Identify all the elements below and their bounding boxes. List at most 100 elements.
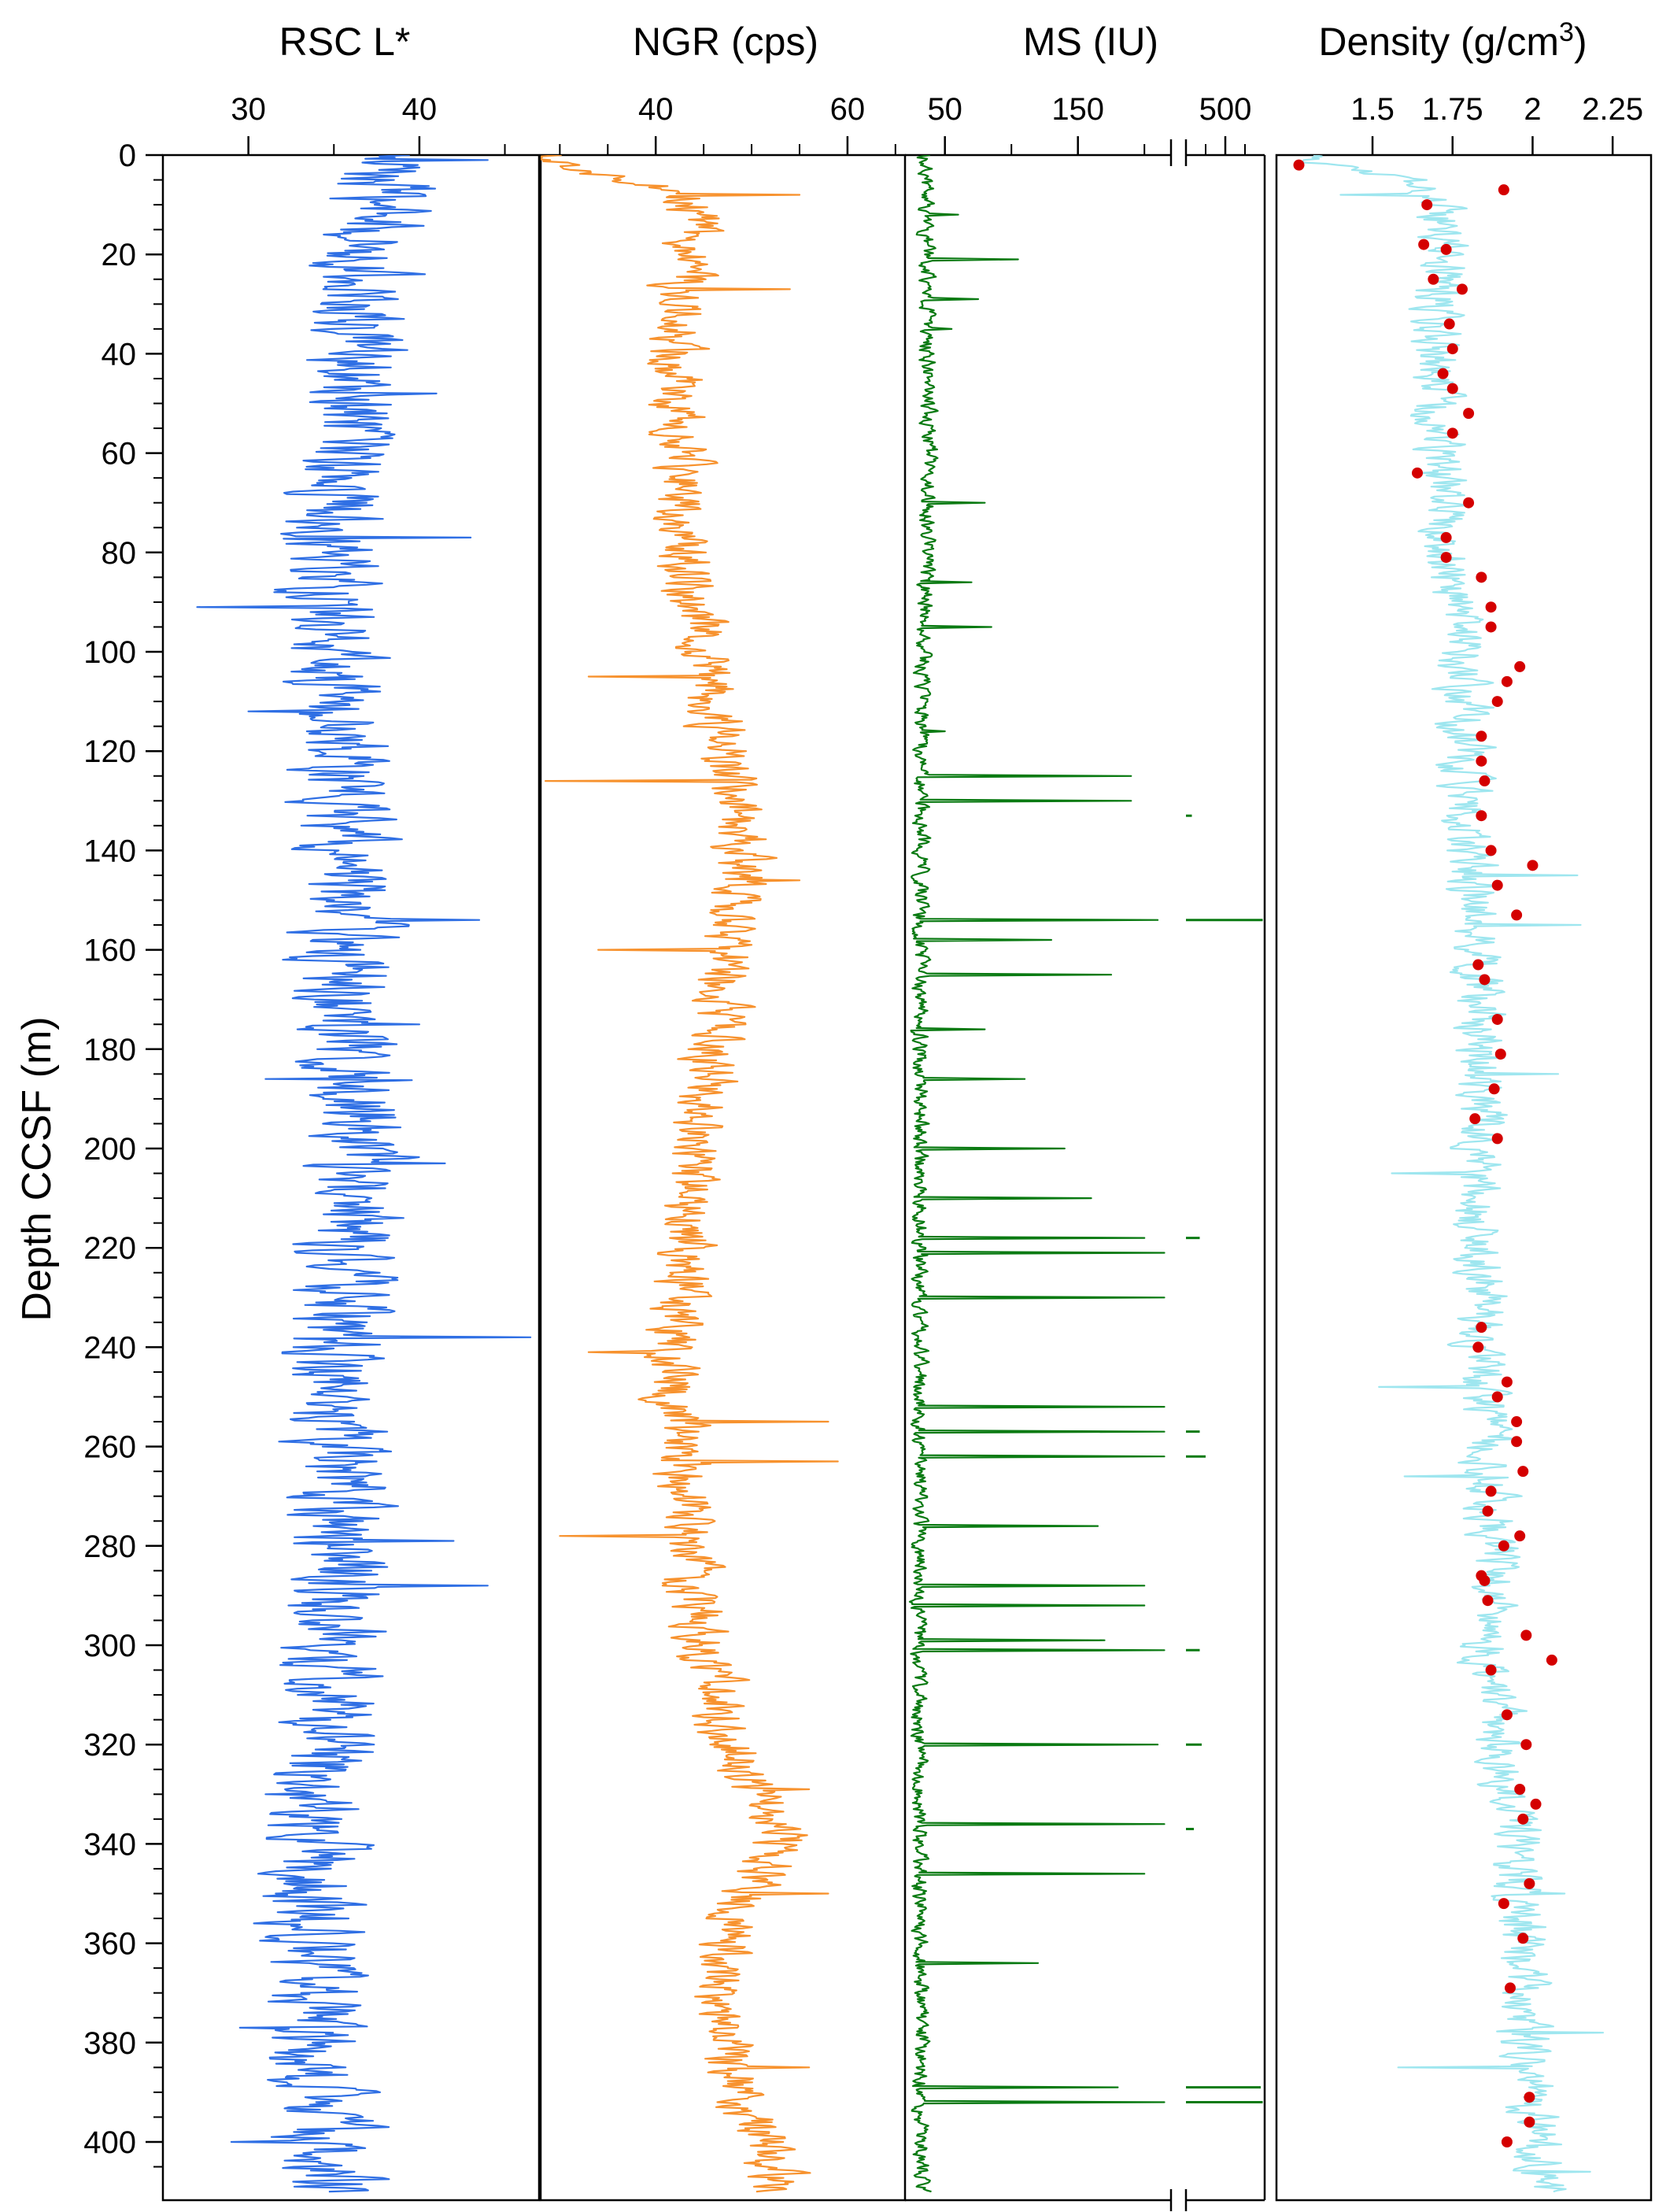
- data-point: [1418, 239, 1430, 250]
- data-point: [1476, 1322, 1487, 1333]
- data-point: [1479, 775, 1491, 787]
- data-point: [1511, 1416, 1523, 1428]
- x-tick-label: 30: [231, 92, 266, 127]
- y-tick-label: 320: [83, 1728, 136, 1763]
- x-tick-label: 2.25: [1582, 92, 1643, 127]
- data-point: [1472, 959, 1484, 971]
- data-point: [1437, 368, 1449, 379]
- data-point: [1501, 1376, 1513, 1388]
- data-point: [1485, 1485, 1497, 1497]
- data-point: [1443, 318, 1455, 330]
- y-tick-label: 40: [102, 337, 137, 372]
- data-point: [1517, 1933, 1529, 1944]
- data-point: [1472, 1341, 1484, 1353]
- y-tick-label: 280: [83, 1530, 136, 1564]
- data-point: [1440, 552, 1452, 564]
- panel-title-rsc: RSC L*: [279, 20, 411, 64]
- data-point: [1491, 879, 1503, 891]
- data-point: [1440, 243, 1452, 255]
- panel-frame-ngr: [539, 154, 907, 2202]
- x-tick-label: 1.5: [1350, 92, 1395, 127]
- y-tick-label: 80: [102, 536, 137, 571]
- y-tick-label: 60: [102, 437, 137, 472]
- data-point: [1479, 1574, 1491, 1586]
- data-point: [1428, 273, 1439, 285]
- data-point: [1530, 1798, 1542, 1810]
- y-tick-label: 340: [83, 1827, 136, 1862]
- x-tick-label: 40: [638, 92, 674, 127]
- panel-frame-ms-high: [1186, 154, 1266, 2202]
- data-point: [1479, 974, 1491, 986]
- x-tick-label: 50: [927, 92, 962, 127]
- panel-frame-ms: [905, 154, 1171, 2202]
- series-line-rsc: [196, 155, 532, 2193]
- panel-frame-rsc: [161, 154, 541, 2202]
- data-point: [1412, 467, 1424, 479]
- data-point: [1527, 860, 1539, 871]
- y-tick-label: 200: [83, 1132, 136, 1167]
- y-tick-label: 120: [83, 734, 136, 769]
- data-point: [1520, 1739, 1532, 1751]
- x-tick-label: 1.75: [1422, 92, 1483, 127]
- data-point: [1485, 601, 1497, 613]
- data-point: [1517, 1466, 1529, 1478]
- data-point: [1514, 1530, 1526, 1542]
- y-axis-title: Depth CCSF (m): [14, 1016, 60, 1321]
- data-point: [1469, 1113, 1481, 1125]
- data-point: [1463, 408, 1475, 420]
- data-point: [1517, 1813, 1529, 1825]
- y-tick-label: 260: [83, 1430, 136, 1465]
- data-point: [1514, 660, 1526, 672]
- data-point: [1514, 1783, 1526, 1795]
- data-point: [1482, 1595, 1494, 1607]
- data-point: [1520, 1629, 1532, 1641]
- data-point: [1491, 1391, 1503, 1403]
- x-tick-label: 40: [402, 92, 438, 127]
- data-point: [1524, 1877, 1535, 1889]
- y-tick-label: 100: [83, 635, 136, 670]
- y-tick-label: 300: [83, 1629, 136, 1663]
- data-point: [1498, 1540, 1509, 1552]
- series-line-density: [1302, 155, 1605, 2193]
- data-point: [1446, 383, 1458, 394]
- panel-title-density: Density (g/cm3): [1318, 17, 1587, 64]
- data-point: [1504, 1982, 1516, 1994]
- y-tick-label: 160: [83, 934, 136, 968]
- panel-title-ms: MS (IU): [1023, 20, 1158, 64]
- data-point: [1476, 810, 1487, 822]
- panel-frames: [161, 154, 1653, 2202]
- data-point: [1511, 1436, 1523, 1448]
- axes: [146, 136, 1614, 2211]
- data-point: [1498, 184, 1509, 196]
- series-line-ms: [908, 155, 1166, 2193]
- data-point: [1293, 159, 1305, 171]
- data-point: [1546, 1654, 1557, 1666]
- data-point: [1440, 531, 1452, 543]
- data-point: [1463, 497, 1475, 509]
- y-tick-label: 380: [83, 2026, 136, 2061]
- data-point: [1485, 1664, 1497, 1676]
- data-point: [1446, 427, 1458, 439]
- data-point: [1446, 343, 1458, 355]
- data-point: [1491, 696, 1503, 708]
- panel-frame-density: [1275, 154, 1653, 2202]
- data-point: [1476, 731, 1487, 742]
- y-tick-label: 220: [83, 1231, 136, 1266]
- y-tick-label: 400: [83, 2125, 136, 2160]
- data-point: [1491, 1013, 1503, 1025]
- y-tick-label: 360: [83, 1927, 136, 1962]
- y-tick-label: 140: [83, 834, 136, 868]
- data-point: [1524, 2092, 1535, 2103]
- data-point: [1485, 845, 1497, 856]
- data-point: [1501, 2136, 1513, 2147]
- data-point: [1482, 1505, 1494, 1517]
- panel-title-ngr: NGR (cps): [633, 20, 818, 64]
- data-point: [1501, 1709, 1513, 1721]
- y-tick-label: 0: [119, 139, 136, 173]
- data-point: [1494, 1049, 1506, 1060]
- data-point: [1421, 199, 1433, 211]
- data-point: [1511, 909, 1523, 921]
- x-tick-label: 60: [830, 92, 866, 127]
- data-point: [1456, 283, 1468, 295]
